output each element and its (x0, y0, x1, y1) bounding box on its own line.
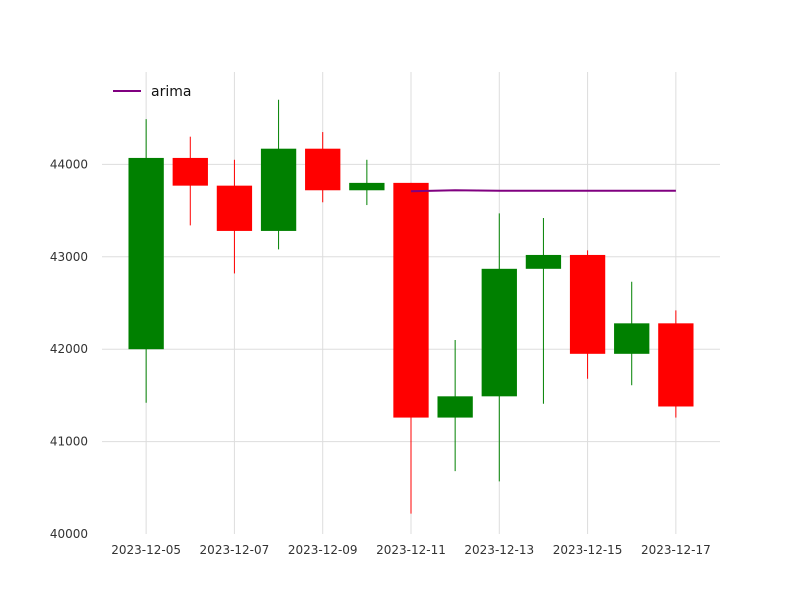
candle-body-up (260, 148, 297, 231)
candle-body-up (437, 396, 473, 418)
x-tick-label: 2023-12-11 (376, 543, 446, 557)
candle-bodies (128, 148, 694, 418)
y-tick-label: 40000 (50, 527, 88, 541)
x-axis: 2023-12-05 2023-12-07 2023-12-09 2023-12-11… (111, 543, 710, 557)
y-tick-label: 43000 (50, 250, 88, 264)
y-tick-label: 44000 (50, 157, 88, 171)
candle-body-up (128, 157, 164, 350)
legend-label-arima: arima (151, 84, 191, 100)
candle-body-up (349, 182, 385, 191)
candle-body-down (172, 157, 208, 186)
candle-body-down (393, 182, 429, 418)
forecast-line-arima (410, 189, 676, 193)
candle-body-down (658, 323, 694, 407)
x-tick-label: 2023-12-13 (464, 543, 534, 557)
forecast-layer (410, 189, 676, 193)
y-tick-label: 41000 (50, 435, 88, 449)
candle-body-down (569, 254, 606, 354)
candle-body-up (525, 254, 562, 269)
x-tick-label: 2023-12-17 (641, 543, 711, 557)
x-tick-label: 2023-12-09 (288, 543, 358, 557)
legend: arima (113, 84, 191, 100)
candle-body-down (216, 185, 253, 231)
candle-body-up (614, 323, 650, 354)
x-tick-label: 2023-12-07 (200, 543, 270, 557)
candle-body-down (305, 148, 341, 191)
candle-body-up (481, 268, 517, 397)
x-tick-label: 2023-12-05 (111, 543, 181, 557)
y-axis: 40000 41000 42000 43000 44000 (50, 157, 88, 541)
x-tick-label: 2023-12-15 (553, 543, 623, 557)
y-tick-label: 42000 (50, 342, 88, 356)
